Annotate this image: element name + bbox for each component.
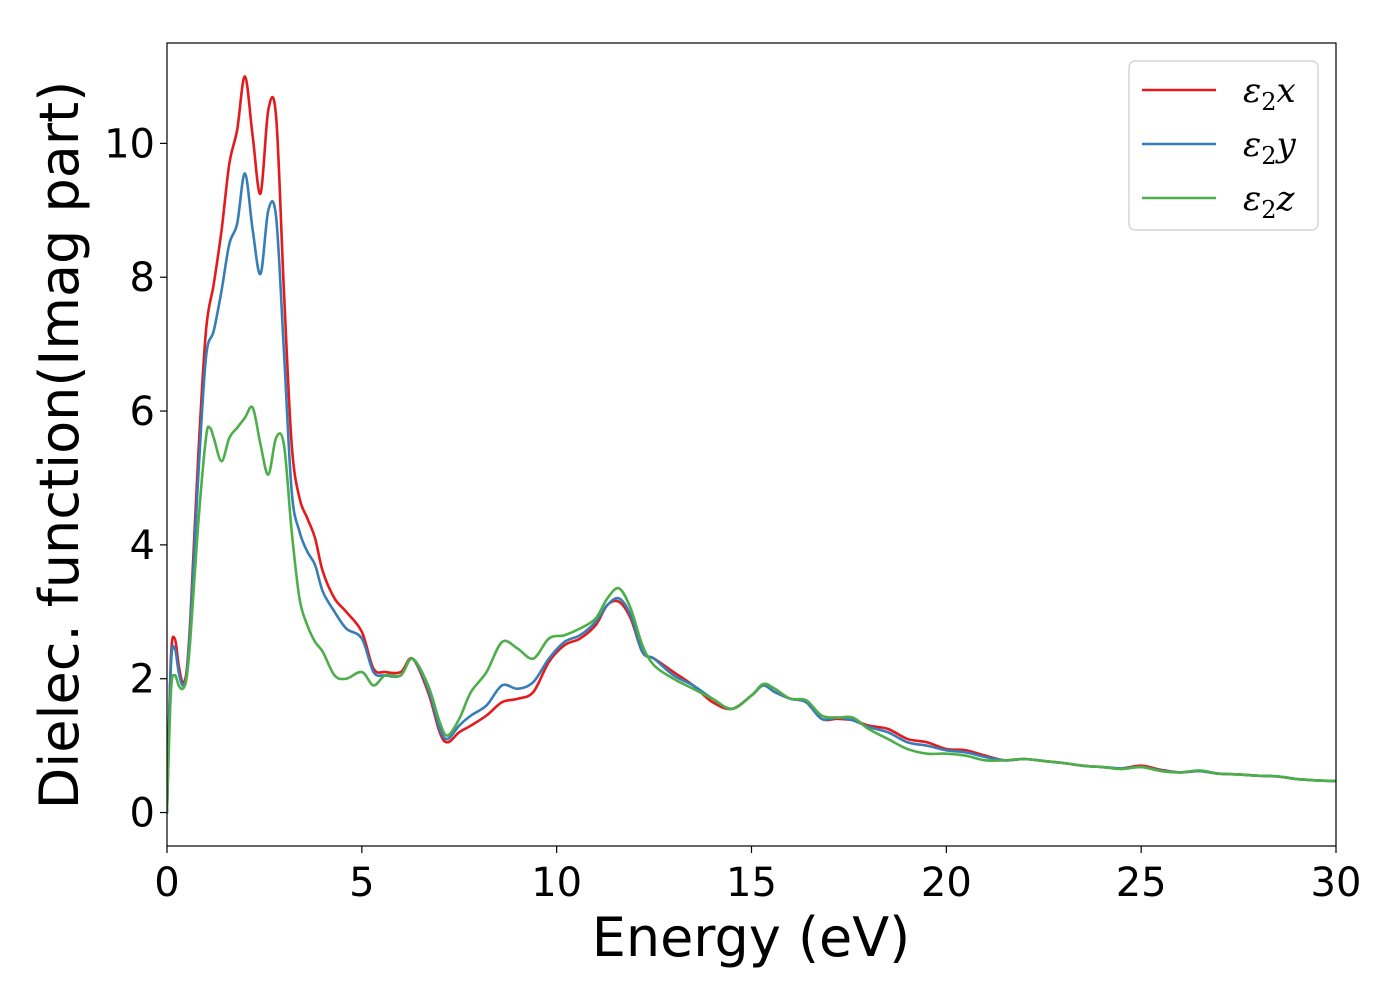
legend-label-y: ε2y xyxy=(1243,125,1297,170)
legend-label-main: ε xyxy=(1243,71,1261,111)
x-tick-label: 10 xyxy=(531,860,582,906)
y-tick-label: 6 xyxy=(130,389,155,435)
legend-label-subscript: 2 xyxy=(1261,88,1276,116)
legend-frame xyxy=(1128,60,1319,231)
legend-label-main: ε xyxy=(1243,125,1261,165)
x-tick-label: 0 xyxy=(154,860,179,906)
x-tick-label: 30 xyxy=(1311,860,1362,906)
x-tick-label: 15 xyxy=(726,860,777,906)
legend-label-subscript: 2 xyxy=(1261,196,1276,224)
legend-label-z: ε2z xyxy=(1243,179,1296,224)
y-axis-label: Dielec. function(Imag part) xyxy=(28,81,91,810)
legend-label-subscript: 2 xyxy=(1261,142,1276,170)
series-line-z xyxy=(167,405,1336,814)
legend-label-suffix: x xyxy=(1277,71,1296,111)
y-axis-ticks: 0 2 4 6 8 10 xyxy=(104,121,167,837)
y-tick-label: 8 xyxy=(130,255,155,301)
legend-label-suffix: z xyxy=(1276,179,1296,219)
legend-label-main: ε xyxy=(1243,179,1261,219)
legend-label-suffix: y xyxy=(1275,125,1297,165)
x-tick-label: 20 xyxy=(921,860,972,906)
series-line-y xyxy=(167,172,1336,814)
series-layer xyxy=(167,75,1336,814)
x-tick-label: 5 xyxy=(349,860,374,906)
y-tick-label: 0 xyxy=(130,791,155,837)
y-tick-label: 4 xyxy=(130,523,155,569)
x-tick-label: 25 xyxy=(1116,860,1167,906)
y-tick-label: 10 xyxy=(104,121,155,167)
legend-label-x: ε2x xyxy=(1243,71,1296,116)
x-axis-label: Energy (eV) xyxy=(592,906,911,969)
x-axis-ticks: 0 5 10 15 20 25 30 xyxy=(154,846,1361,906)
y-tick-label: 2 xyxy=(130,657,155,703)
